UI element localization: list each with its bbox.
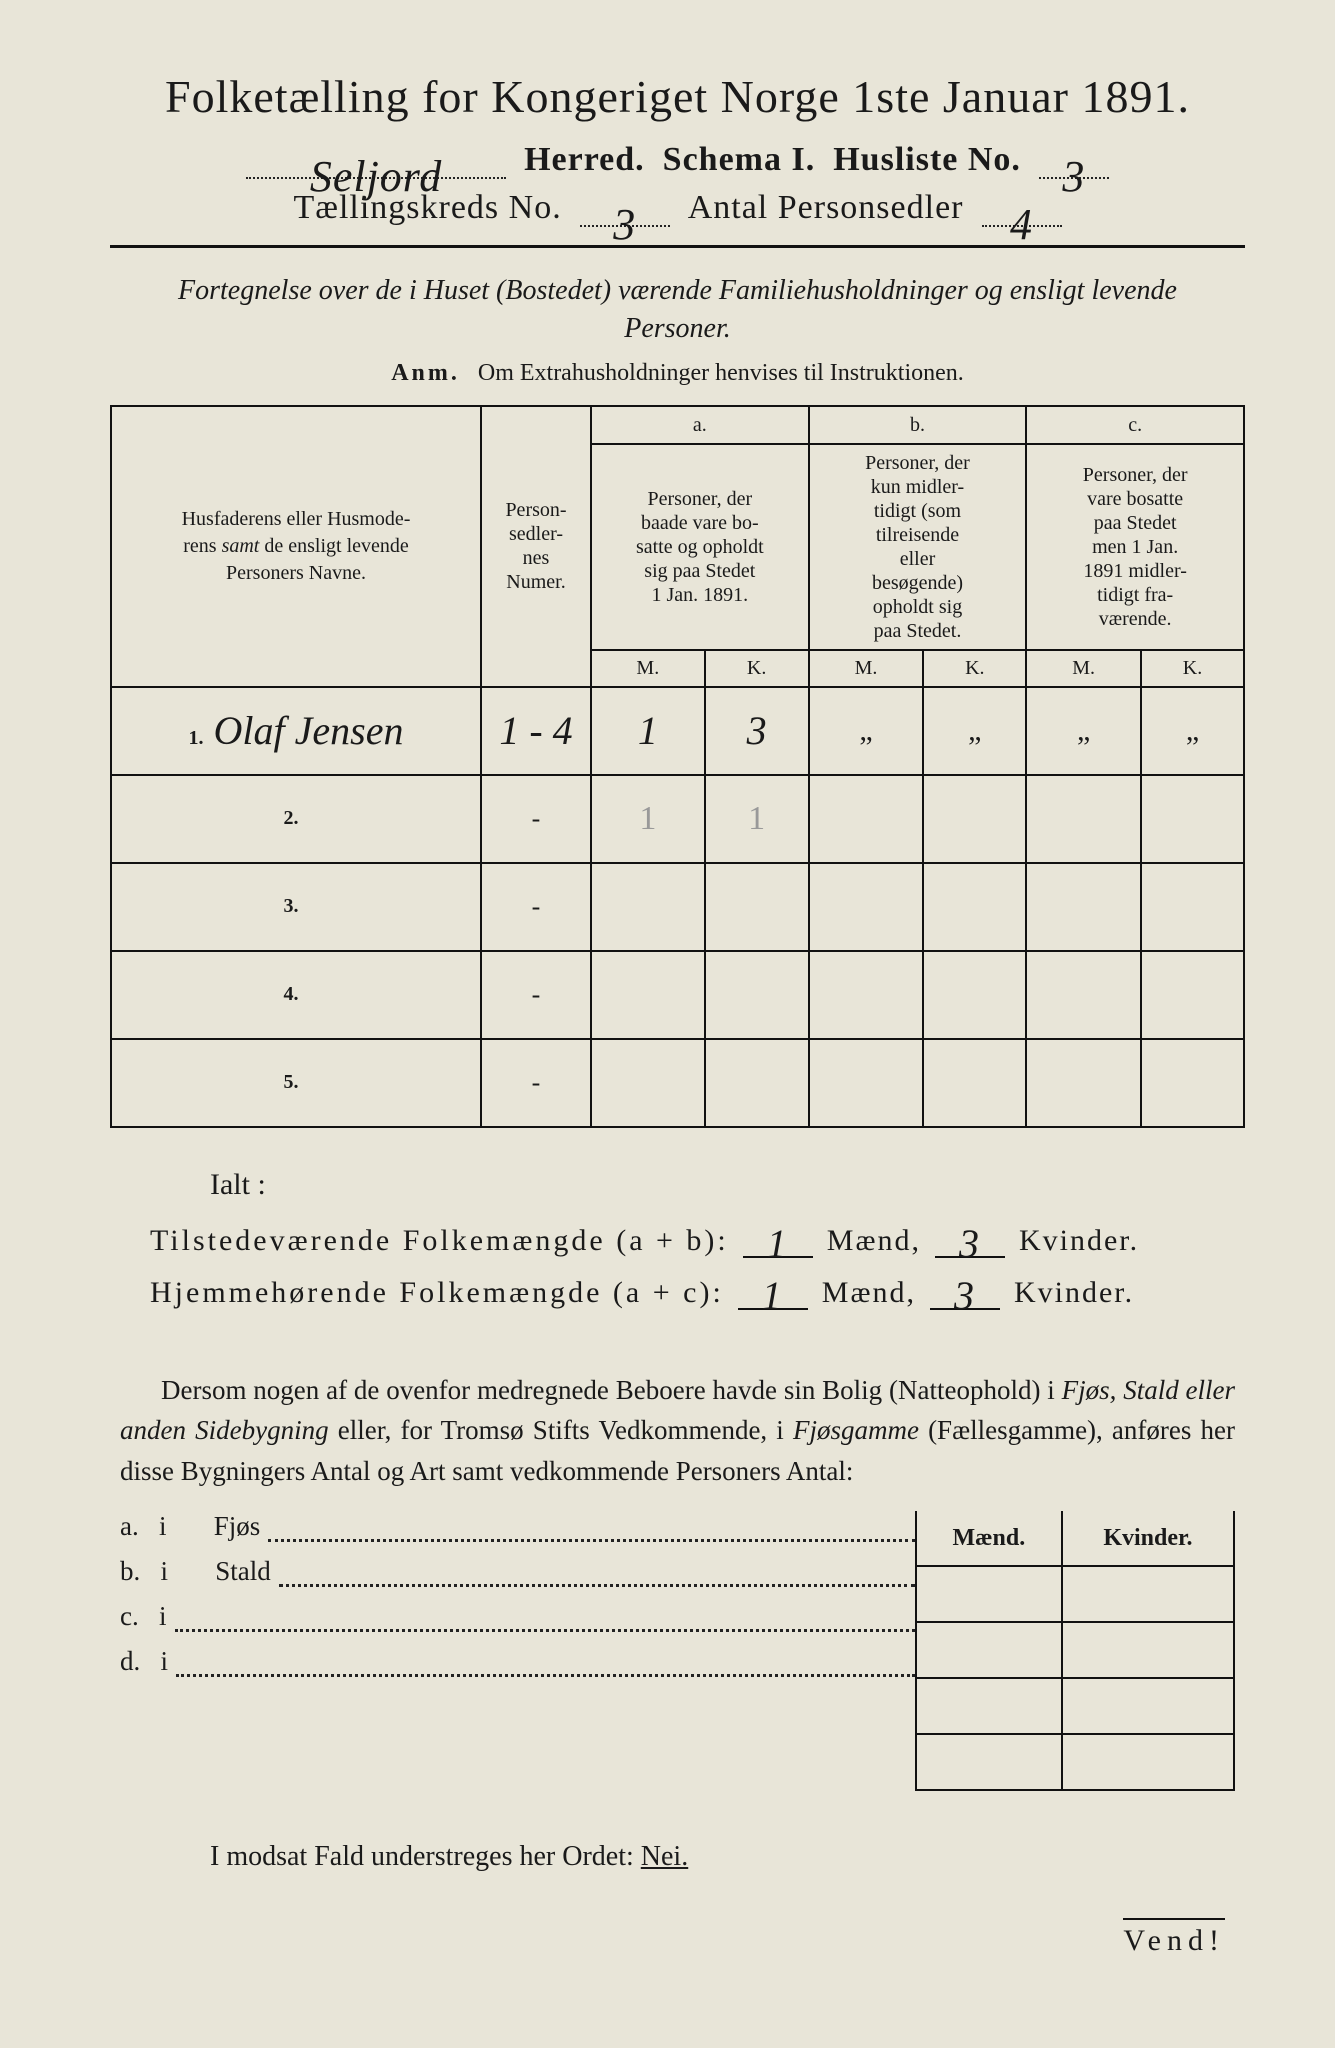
- outbuilding-section: a. i Fjøs b. i Stald c. i d. i Mænd.Kvin…: [120, 1511, 1235, 1791]
- col-c-label: c.: [1026, 406, 1244, 444]
- table-row: 2. - 1 1: [111, 775, 1244, 863]
- col-a-m: M.: [591, 650, 705, 687]
- row1-name: Olaf Jensen: [214, 708, 404, 753]
- antal-label: Antal Personsedler: [688, 189, 964, 227]
- sub-maend: Mænd.: [916, 1511, 1062, 1566]
- col-b-m: M.: [809, 650, 924, 687]
- total-row-present: Tilstedeværende Folkemængde (a + b): 1 M…: [150, 1220, 1245, 1258]
- col-c-text: Personer, dervare bosattepaa Stedetmen 1…: [1026, 444, 1244, 650]
- col-b-k: K.: [923, 650, 1026, 687]
- table-row: 3. -: [111, 863, 1244, 951]
- divider: [110, 245, 1245, 248]
- header-line-1: Seljord Herred. Schema I. Husliste No. 3: [110, 141, 1245, 179]
- sub-line-d: d. i: [120, 1646, 915, 1677]
- col-b-label: b.: [809, 406, 1027, 444]
- anm-label: Anm.: [391, 360, 460, 386]
- col-a-label: a.: [591, 406, 809, 444]
- sub-table: Mænd.Kvinder.: [915, 1511, 1235, 1791]
- sub-line-b: b. i Stald: [120, 1556, 915, 1587]
- table-row: 4. -: [111, 951, 1244, 1039]
- anm-text: Om Extrahusholdninger henvises til Instr…: [478, 360, 964, 386]
- sub-line-a: a. i Fjøs: [120, 1511, 915, 1542]
- husliste-label: Husliste No.: [833, 141, 1021, 179]
- col-numer: Person-sedler-nesNumer.: [481, 406, 591, 687]
- sub-kvinder: Kvinder.: [1062, 1511, 1234, 1566]
- kreds-value: 3: [613, 200, 636, 249]
- herred-value: Seljord: [310, 152, 442, 201]
- herred-label: Herred.: [524, 141, 645, 179]
- husliste-value: 3: [1062, 152, 1085, 201]
- ialt-label: Ialt :: [210, 1168, 1245, 1202]
- outbuilding-paragraph: Dersom nogen af de ovenfor medregnede Be…: [120, 1370, 1235, 1492]
- total-row-resident: Hjemmehørende Folkemængde (a + c): 1 Mæn…: [150, 1272, 1245, 1310]
- sub-line-c: c. i: [120, 1601, 915, 1632]
- table-row: 1.Olaf Jensen 1 - 4 1 3 „ „ „ „: [111, 687, 1244, 775]
- fortegnelse-text: Fortegnelse over de i Huset (Bostedet) v…: [150, 272, 1205, 348]
- anm-line: Anm. Om Extrahusholdninger henvises til …: [110, 360, 1245, 387]
- vend-label: Vend!: [1123, 1918, 1225, 1958]
- col-c-m: M.: [1026, 650, 1141, 687]
- col-b-text: Personer, derkun midler-tidigt (somtilre…: [809, 444, 1027, 650]
- main-table: Husfaderens eller Husmode-rens samt de e…: [110, 405, 1245, 1128]
- census-form-page: Folketælling for Kongeriget Norge 1ste J…: [0, 0, 1335, 2048]
- page-title: Folketælling for Kongeriget Norge 1ste J…: [110, 70, 1245, 123]
- col-names: Husfaderens eller Husmode-rens samt de e…: [111, 406, 481, 687]
- nei-line: I modsat Fald understreges her Ordet: Ne…: [210, 1841, 1245, 1873]
- totals-section: Ialt : Tilstedeværende Folkemængde (a + …: [110, 1168, 1245, 1310]
- col-a-k: K.: [705, 650, 809, 687]
- table-row: 5. -: [111, 1039, 1244, 1127]
- antal-value: 4: [1010, 200, 1033, 249]
- col-c-k: K.: [1141, 650, 1244, 687]
- col-a-text: Personer, derbaade vare bo-satte og opho…: [591, 444, 809, 650]
- schema-label: Schema I.: [663, 141, 816, 179]
